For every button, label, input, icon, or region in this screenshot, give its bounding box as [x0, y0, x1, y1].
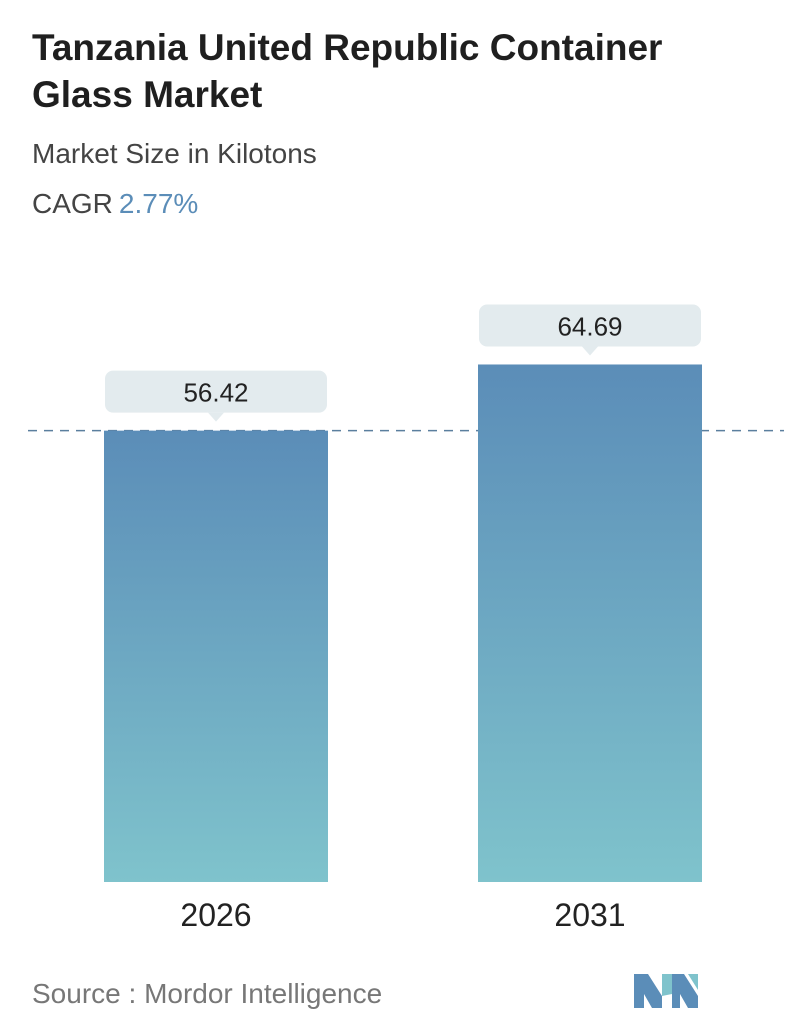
mordor-intelligence-logo-icon	[634, 974, 698, 1008]
data-label-pointer-2031	[582, 346, 598, 356]
cagr-value: 2.77%	[118, 188, 199, 219]
x-tick-label-2026: 2026	[180, 897, 251, 933]
data-label-box-2026	[105, 370, 327, 413]
source-label: Source :	[32, 978, 137, 1009]
data-label-2031: 64.69	[557, 311, 622, 341]
bar-group-2031: 64.69 2031	[478, 304, 702, 933]
data-label-pointer-2026	[208, 412, 224, 422]
bar-2026	[104, 430, 328, 882]
cagr-label: CAGR	[32, 188, 113, 219]
data-label-2026: 56.42	[183, 378, 248, 408]
bar-chart: 56.42 2026 64.69 2031	[28, 304, 784, 933]
bar-2031	[478, 364, 702, 883]
source-name: Mordor Intelligence	[144, 978, 383, 1009]
cagr: CAGR 2.77%	[32, 188, 198, 220]
data-label-box-2031	[479, 304, 701, 347]
x-tick-label-2031: 2031	[554, 897, 625, 933]
source: Source : Mordor Intelligence	[32, 978, 382, 1010]
bar-group-2026: 56.42 2026	[104, 370, 328, 933]
chart-title: Tanzania United Republic Container Glass…	[32, 27, 663, 115]
chart-subtitle: Market Size in Kilotons	[32, 138, 317, 169]
